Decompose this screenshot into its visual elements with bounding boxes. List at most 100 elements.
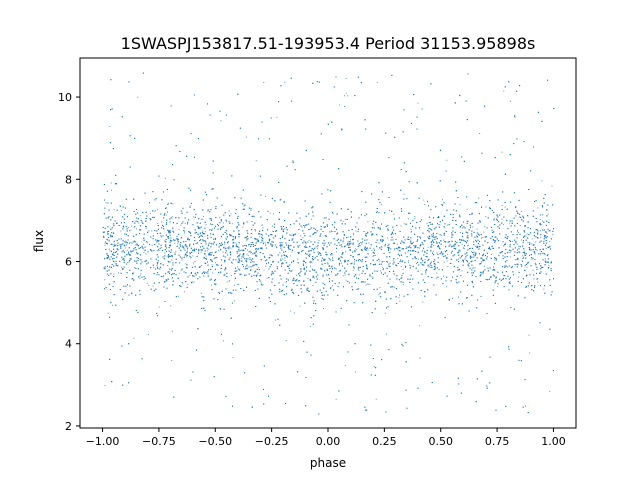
data-point [290,310,292,312]
data-point [483,231,485,233]
data-point [548,230,550,232]
data-point [375,254,377,256]
data-point [451,297,453,299]
data-point [207,273,209,275]
data-point [418,258,420,260]
data-point [111,304,113,306]
data-point [284,257,286,259]
data-point [280,245,282,247]
data-point [302,237,304,239]
data-point [130,229,132,231]
data-point [342,275,344,277]
data-point [171,259,173,261]
data-point [434,236,436,238]
data-point [443,275,445,277]
data-point [537,281,539,283]
data-point [331,265,333,267]
data-point [476,228,478,230]
data-point [372,255,374,257]
data-point [402,268,404,270]
data-point [516,243,518,245]
data-point [137,96,139,98]
data-point [408,260,410,262]
data-point [318,239,320,241]
data-point [493,218,495,220]
data-point [104,242,106,244]
data-point [178,272,180,274]
data-point [180,269,182,271]
data-point [330,287,332,289]
data-point [113,273,115,275]
data-point [312,285,314,287]
data-point [495,259,497,261]
data-point [240,250,242,252]
data-point [435,277,437,279]
data-point [265,195,267,197]
data-point [484,240,486,242]
data-point [441,234,443,236]
data-point [408,261,410,263]
data-point [167,202,169,204]
data-point [424,203,426,205]
data-point [220,120,222,122]
data-point [485,206,487,208]
data-point [503,90,505,92]
data-point [287,246,289,248]
data-point [336,251,338,253]
data-point [393,213,395,215]
data-point [284,81,286,83]
data-point [253,238,255,240]
data-point [156,250,158,252]
data-point [113,261,115,263]
data-point [409,238,411,240]
data-point [175,238,177,240]
data-point [123,241,125,243]
data-point [532,238,534,240]
data-point [230,247,232,249]
data-point [129,230,131,232]
data-point [371,249,373,251]
data-point [349,239,351,241]
data-point [518,245,520,247]
data-point [419,325,421,327]
data-point [186,256,188,258]
data-point [295,220,297,222]
data-point [130,225,132,227]
data-point [246,249,248,251]
data-point [250,242,252,243]
data-point [470,247,472,249]
data-point [501,218,503,220]
data-point [297,258,299,260]
data-point [458,303,460,305]
data-point [345,279,347,281]
data-point [409,264,411,266]
data-point [490,253,492,255]
data-point [281,244,283,246]
data-point [171,240,173,242]
data-point [131,278,133,280]
data-point [106,238,108,240]
data-point [347,208,349,210]
data-point [281,245,283,247]
data-point [128,226,130,228]
data-point [126,244,128,246]
data-point [160,246,162,248]
data-point [339,104,341,106]
data-point [352,232,354,234]
data-point [161,221,163,223]
data-point [413,241,415,243]
data-point [384,312,386,314]
data-point [156,209,158,211]
data-point [344,274,346,276]
data-point [423,199,425,201]
data-point [211,228,213,230]
data-point [340,262,342,264]
data-point [245,266,247,268]
data-point [522,255,524,257]
data-point [205,224,207,226]
data-point [175,250,177,252]
data-point [353,234,355,236]
data-point [231,262,233,264]
data-point [271,278,273,280]
